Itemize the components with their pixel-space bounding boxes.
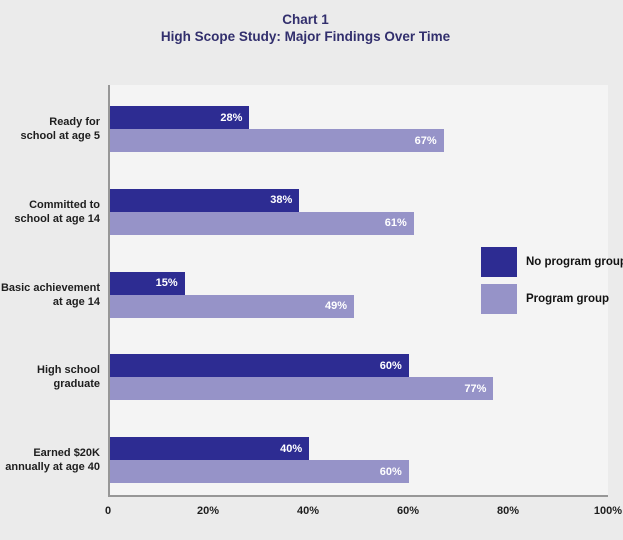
category-label-line: High school [37, 364, 100, 377]
legend-swatch-program [481, 284, 517, 314]
x-axis-tick-label: 40% [296, 505, 320, 517]
bar-group: Ready for school at age 5 28% 67% [21, 106, 608, 152]
bar-no-program-group: 40% [110, 437, 310, 460]
bar-program-group: 61% [110, 211, 414, 235]
bar-program-group: 77% [110, 377, 494, 401]
bar-value-label: 60% [379, 359, 402, 372]
legend-item-no-program: No program group [481, 247, 623, 277]
legend-item-program: Program group [481, 284, 623, 314]
bar-no-program-group: 28% [110, 106, 250, 129]
legend-label-no-program: No program group [526, 256, 623, 268]
category-label: Committed to school at age 14 [0, 198, 100, 226]
category-label: High school graduate [0, 363, 100, 391]
bar-no-program-group: 60% [110, 354, 409, 378]
x-axis-tick-label: 80% [496, 505, 520, 517]
bar-no-program-group: 15% [110, 271, 185, 295]
bar-value-label: 40% [280, 442, 303, 455]
category-label-line: school at age 5 [20, 130, 100, 142]
category-label-line: at age 14 [52, 295, 100, 308]
bar-program-group: 67% [110, 129, 444, 152]
category-label: Earned $20K annually at age 40 [0, 446, 100, 474]
legend-label-program: Program group [526, 293, 610, 305]
chart-title-line2: High Scope Study: Major Findings Over Ti… [160, 29, 451, 44]
x-axis-tick-label: 0 [104, 505, 112, 517]
bar-program-group: 60% [110, 460, 409, 483]
bar-group: Earned $20K annually at age 40 40% 60% [5, 437, 608, 483]
legend: No program group Program group [481, 247, 623, 321]
bar-value-label: 15% [155, 277, 178, 289]
chart-title: Chart 1 High Scope Study: Major Findings… [0, 11, 611, 45]
category-label-line: school at age 14 [14, 212, 100, 225]
category-label-line: Ready for [49, 116, 100, 128]
bar-value-label: 28% [220, 111, 243, 124]
chart-title-line1: Chart 1 [282, 12, 329, 27]
category-label-line: Committed to [29, 198, 100, 211]
category-label-line: annually at age 40 [5, 461, 100, 473]
bar-value-label: 49% [324, 300, 348, 312]
bar-value-label: 38% [270, 194, 293, 207]
bar-value-label: 77% [464, 382, 487, 395]
x-axis-ticks: 0 20% 40% 60% 80% 100% [104, 505, 622, 525]
bar-group: High school graduate 60% 77% [37, 354, 608, 401]
bar-no-program-group: 38% [110, 188, 300, 212]
category-label-line: Earned $20K [33, 447, 100, 459]
x-axis-tick-label: 20% [196, 505, 220, 517]
plot-area: Ready for school at age 5 28% 67% Committed … [1, 85, 608, 497]
bar-value-label: 61% [384, 217, 407, 230]
category-label: Basic achievement at age 14 [0, 281, 100, 309]
bar-program-group: 49% [110, 294, 355, 318]
bar-group: Basic achievement at age 14 15% 49% [1, 271, 608, 318]
category-label-line: graduate [53, 378, 100, 391]
legend-swatch-no-program [481, 247, 517, 277]
bar-value-label: 67% [414, 134, 437, 147]
category-label: Ready for school at age 5 [0, 115, 100, 143]
bar-group: Committed to school at age 14 38% 61% [14, 188, 608, 235]
category-label-line: Basic achievement [0, 281, 100, 294]
x-axis-tick-label: 100% [593, 505, 623, 517]
bar-value-label: 60% [379, 465, 402, 478]
x-axis-tick-label: 60% [396, 505, 420, 517]
